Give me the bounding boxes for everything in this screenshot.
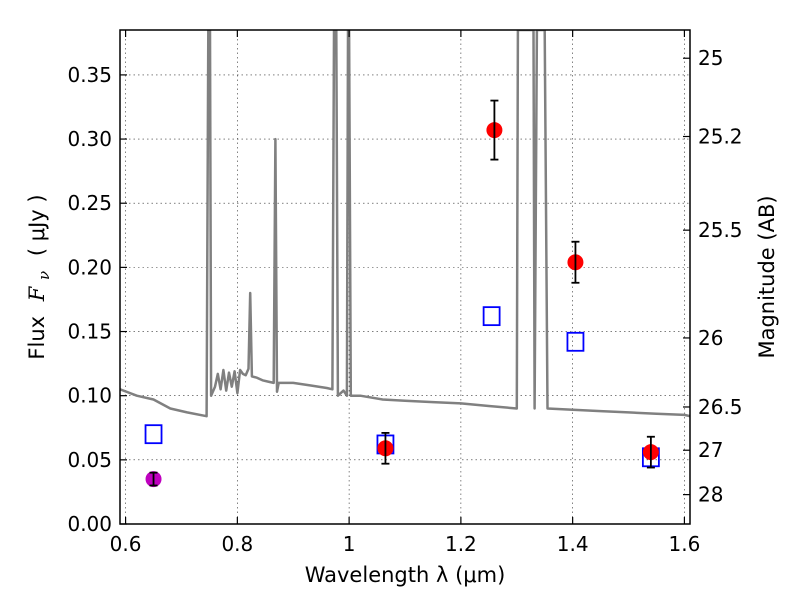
y-tick-label: 0.35: [67, 63, 112, 87]
y2-tick-label: 28: [698, 483, 723, 507]
y-axis-label: Flux F ν ( μJy ): [25, 194, 54, 359]
y-tick-label: 0.10: [67, 384, 112, 408]
y-tick-label: 0.25: [67, 191, 112, 215]
y2-tick-label: 25.5: [698, 218, 743, 242]
data-layer: [120, 30, 690, 488]
y2-axis-label: Magnitude (AB): [755, 195, 779, 358]
y-tick-label: 0.05: [67, 448, 112, 472]
svg-text:Flux F ν ( μ: Flux F ν ( μJy ): [25, 194, 54, 359]
x-tick-label: 1.4: [557, 532, 589, 556]
y-tick-label: 0.15: [67, 320, 112, 344]
y-tick-label: 0.20: [67, 255, 112, 279]
y2-tick-label: 26.5: [698, 395, 743, 419]
y-tick-label: 0.00: [67, 512, 112, 536]
y-axis-label-subscript: ν: [35, 271, 53, 280]
plot-frame: [119, 29, 691, 525]
x-tick-label: 1.2: [445, 532, 477, 556]
y-axis-label-unit: ( μJy ): [25, 194, 49, 256]
x-tick-label: 0.6: [110, 532, 142, 556]
x-tick-label: 1.6: [669, 532, 701, 556]
axes: 0.6 0.8 1 1.2 1.4 1.6 0.00 0.05 0.10 0.15 0.20 0.25…: [67, 29, 743, 556]
y-tick-label: 0.30: [67, 127, 112, 151]
spectrum-line: [120, 30, 690, 418]
y2-tick-label: 25: [698, 46, 723, 70]
model-square-point: [482, 306, 501, 327]
y2-tick-label: 25.2: [698, 124, 743, 148]
x-tick-label: 0.8: [221, 532, 253, 556]
x-axis-label: Wavelength λ (μm): [305, 563, 506, 587]
y-axis-label-prefix: Flux: [25, 316, 49, 360]
y2-tick-label: 26: [698, 326, 723, 350]
model-square-point: [566, 331, 585, 352]
y-axis-label-symbol: F: [25, 285, 49, 302]
x-tick-label: 1: [343, 532, 356, 556]
y2-tick-label: 27: [698, 438, 723, 462]
model-square-point: [144, 424, 163, 445]
